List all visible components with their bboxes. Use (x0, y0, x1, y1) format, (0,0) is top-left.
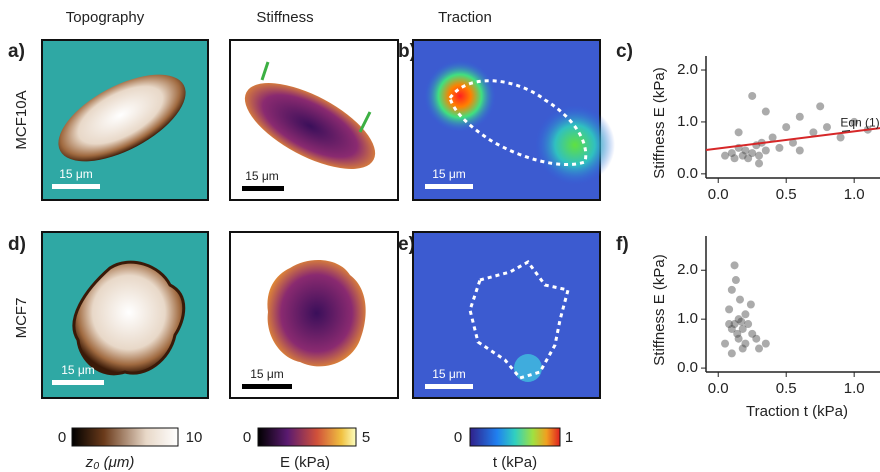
data-point (741, 146, 749, 154)
scale-bar-label: 15 μm (432, 167, 466, 181)
data-point (809, 128, 817, 136)
data-point (721, 340, 729, 348)
row-label: MCF7 (13, 298, 30, 339)
data-point (775, 144, 783, 152)
scale-bar-label: 15 μm (59, 167, 93, 181)
data-point (837, 134, 845, 142)
data-point (725, 320, 733, 328)
x-axis-label: Traction t (kPa) (746, 403, 848, 420)
data-point (744, 320, 752, 328)
data-point (737, 318, 745, 326)
figure: Topography Stiffness Traction MCF10A MCF… (0, 0, 880, 472)
scale-bar-label: 15 μm (245, 169, 279, 183)
scale-bar-label: 15 μm (250, 367, 284, 381)
panel-label: c) (616, 41, 633, 62)
y-tick-label: 1.0 (677, 113, 698, 130)
data-point (762, 146, 770, 154)
data-point (816, 102, 824, 110)
colorbar-label: z₀ (μm) (85, 454, 135, 471)
x-tick-label: 1.0 (844, 186, 865, 203)
y-tick-label: 0.0 (677, 359, 698, 376)
data-point (721, 152, 729, 160)
panel-label: d) (8, 234, 26, 255)
column-title: Stiffness (256, 9, 313, 26)
colorbar (258, 428, 356, 446)
data-point (762, 340, 770, 348)
colorbar-min: 0 (243, 429, 251, 446)
x-tick-label: 0.0 (708, 186, 729, 203)
row-label: MCF10A (13, 90, 30, 149)
data-point (735, 335, 743, 343)
x-tick-label: 0.5 (776, 380, 797, 397)
y-tick-label: 2.0 (677, 261, 698, 278)
topography-image: 15 μm (42, 40, 208, 200)
data-point (755, 152, 763, 160)
y-axis-label: Stiffness E (kPa) (651, 67, 668, 178)
data-point (741, 340, 749, 348)
data-point (823, 123, 831, 131)
scale-bar-label: 15 μm (61, 363, 95, 377)
scale-bar-label: 15 μm (432, 367, 466, 381)
panel-label: a) (8, 41, 25, 62)
colorbar (470, 428, 560, 446)
data-point (796, 113, 804, 121)
colorbar-max: 1 (565, 429, 573, 446)
stiffness-image: 15 μm (230, 232, 398, 398)
data-point (755, 159, 763, 167)
data-point (728, 349, 736, 357)
data-point (736, 296, 744, 304)
colorbar-min: 0 (58, 429, 66, 446)
x-tick-label: 0.0 (708, 380, 729, 397)
data-point (755, 345, 763, 353)
traction-image: 15 μm (413, 40, 615, 200)
data-point (762, 108, 770, 116)
data-point (725, 305, 733, 313)
stiffness-image: 15 μm (230, 40, 398, 200)
data-point (728, 286, 736, 294)
data-point (796, 146, 804, 154)
colorbar-max: 10 (186, 429, 203, 446)
column-title: Topography (66, 9, 145, 26)
colorbar-label: t (kPa) (493, 454, 537, 471)
data-point (752, 335, 760, 343)
colorbar-max: 5 (362, 429, 370, 446)
data-point (748, 92, 756, 100)
y-tick-label: 2.0 (677, 61, 698, 78)
data-point (741, 310, 749, 318)
x-tick-label: 0.5 (776, 186, 797, 203)
colorbar (72, 428, 178, 446)
data-point (782, 123, 790, 131)
column-title: Traction (438, 9, 492, 26)
topography-image: 15 μm (42, 232, 208, 398)
y-tick-label: 1.0 (677, 310, 698, 327)
traction-image: 15 μm (413, 232, 600, 398)
data-point (731, 261, 739, 269)
annotation: Eqn (1) (840, 116, 879, 130)
x-tick-label: 1.0 (844, 380, 865, 397)
colorbar-min: 0 (454, 429, 462, 446)
data-point (732, 276, 740, 284)
data-point (748, 149, 756, 157)
colorbar-label: E (kPa) (280, 454, 330, 471)
panel-label: f) (616, 234, 629, 255)
y-axis-label: Stiffness E (kPa) (651, 254, 668, 365)
data-point (731, 154, 739, 162)
data-point (735, 128, 743, 136)
y-tick-label: 0.0 (677, 165, 698, 182)
data-point (747, 300, 755, 308)
